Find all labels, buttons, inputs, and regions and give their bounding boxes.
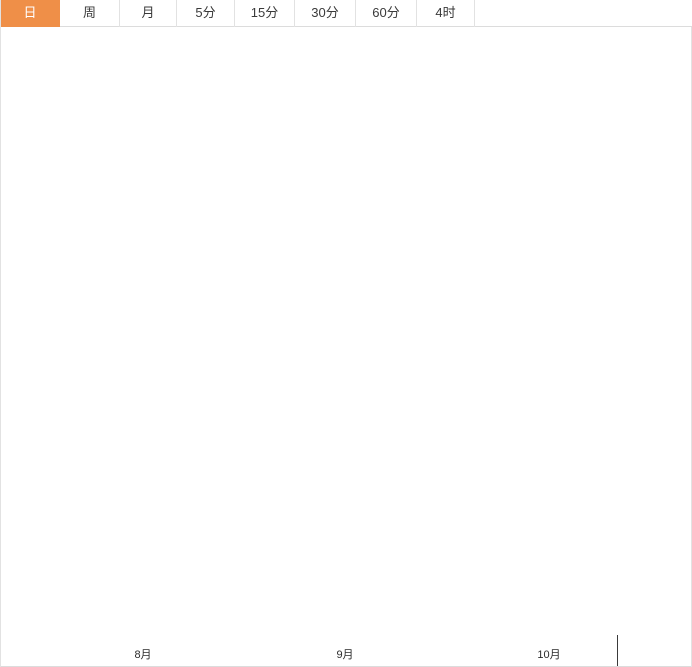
x-axis-corner [617, 635, 692, 666]
tab-5[interactable]: 15分 [235, 0, 295, 27]
tab-1-active[interactable]: 日 [0, 0, 60, 27]
left-border [0, 27, 1, 667]
x-axis-tick-label: 8月 [134, 649, 152, 661]
tab-3[interactable]: 月 [120, 0, 177, 27]
x-axis-tick-label: 10月 [537, 649, 561, 661]
x-axis-tick-label: 9月 [336, 649, 354, 661]
tab-7[interactable]: 60分 [356, 0, 417, 27]
x-axis-labels: 8月 9月 10月 [0, 635, 617, 666]
x-axis-strip: 8月 9月 10月 [0, 635, 692, 667]
tab-2[interactable]: 周 [60, 0, 120, 27]
period-tab-bar: 日周月 5分 15分 30分 60分 4时 [0, 0, 692, 27]
tab-4[interactable]: 5分 [177, 0, 235, 27]
tab-bar-filler [475, 0, 692, 27]
tab-6[interactable]: 30分 [295, 0, 356, 27]
tab-8[interactable]: 4时 [417, 0, 475, 27]
